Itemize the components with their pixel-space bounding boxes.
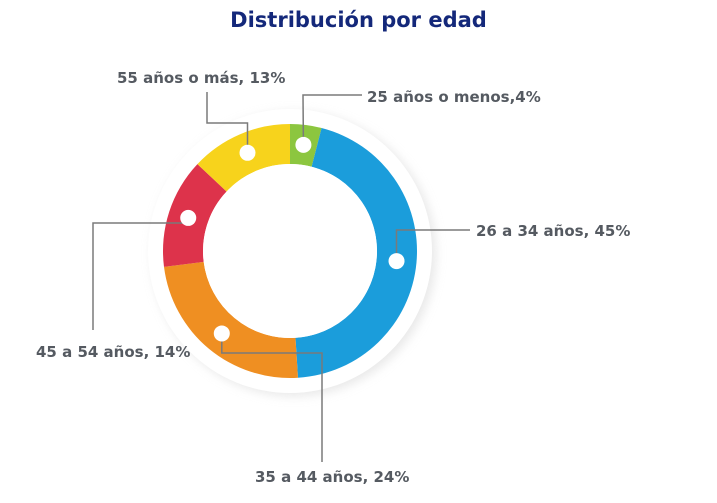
data-labels: 25 años o menos,4% 26 a 34 años, 45% 35 … bbox=[36, 69, 630, 486]
marker-25-anos-o-menos bbox=[295, 136, 312, 153]
marker-dots bbox=[180, 136, 405, 342]
label-26-34: 26 a 34 años, 45% bbox=[476, 222, 630, 240]
chart-title: Distribución por edad bbox=[230, 8, 487, 32]
leader-lines bbox=[92, 92, 470, 462]
slice-35-a-44-anos bbox=[164, 261, 298, 378]
label-45-54: 45 a 54 años, 14% bbox=[36, 343, 190, 361]
marker-26-a-34-anos bbox=[388, 253, 405, 270]
marker-35-a-44-anos bbox=[213, 325, 230, 342]
marker-45-a-54-anos bbox=[180, 209, 197, 226]
leader-35-a-44-anos bbox=[221, 333, 323, 462]
leader-55-anos-o-mas bbox=[206, 92, 249, 153]
label-35-44: 35 a 44 años, 24% bbox=[255, 468, 409, 486]
marker-55-anos-o-mas bbox=[239, 144, 256, 161]
donut-hole bbox=[203, 164, 377, 338]
label-55-o-mas: 55 años o más, 13% bbox=[117, 69, 285, 87]
slice-26-a-34-anos bbox=[295, 127, 417, 378]
leader-26-a-34-anos bbox=[395, 229, 470, 262]
label-25-o-menos: 25 años o menos,4% bbox=[367, 88, 541, 106]
leader-25-anos-o-menos bbox=[302, 94, 362, 145]
